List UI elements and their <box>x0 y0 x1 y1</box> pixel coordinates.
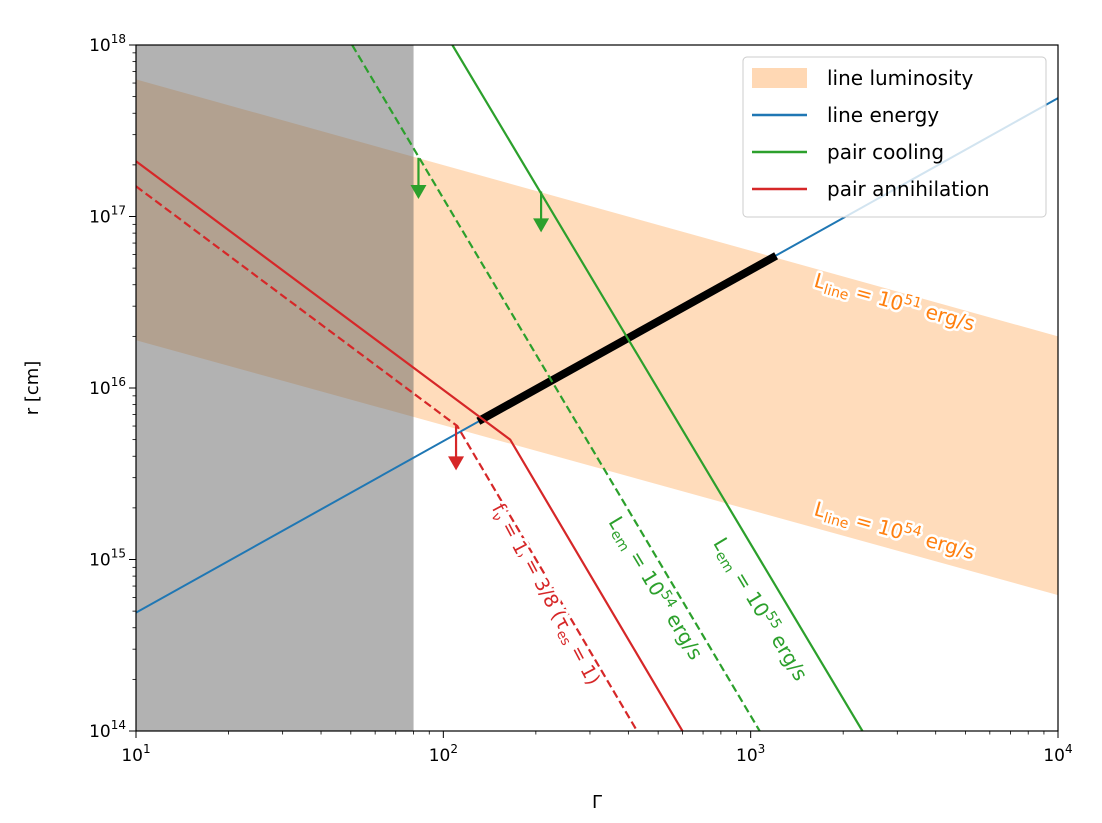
y-tick-label: 1016 <box>89 375 126 399</box>
excluded-region <box>136 45 414 731</box>
axis-ticks: 101 102 103 104 1014 1015 1016 1017 1018 <box>89 32 1073 766</box>
series-line-4 <box>136 160 684 731</box>
x-tick-label: 103 <box>736 742 765 766</box>
arrow-head-2 <box>448 456 465 471</box>
y-tick-label: 1017 <box>89 204 126 228</box>
x-axis-label: Γ <box>592 792 602 813</box>
x-tick-label: 101 <box>121 742 150 766</box>
arrow-head-1 <box>533 218 550 233</box>
y-axis-label: r [cm] <box>22 361 43 416</box>
legend-swatch-patch <box>752 68 807 88</box>
legend-label: pair cooling <box>827 140 944 164</box>
legend-label: line energy <box>827 103 939 127</box>
series-line-3 <box>351 45 761 731</box>
series-line-5 <box>136 185 639 731</box>
arrow-head-0 <box>410 184 427 199</box>
annotation-label-4: fν = 3/8 (τes = 1) <box>507 537 604 690</box>
series-line-2 <box>451 45 864 731</box>
y-tick-label: 1018 <box>89 32 126 56</box>
annotation-label-2: Lem = 1054 erg/s <box>601 512 709 666</box>
annotation-label-5: fν = 1 <box>485 500 533 560</box>
legend: line luminosity line energy pair cooling pa… <box>742 56 1047 218</box>
y-tick-label: 1014 <box>89 718 126 742</box>
y-tick-label: 1015 <box>89 547 126 571</box>
legend-label: pair annihilation <box>827 177 990 201</box>
x-tick-label: 102 <box>429 742 458 766</box>
x-tick-label: 104 <box>1043 742 1072 766</box>
legend-label: line luminosity <box>827 66 973 90</box>
annotation-label-3: Lem = 1055 erg/s <box>706 533 814 687</box>
